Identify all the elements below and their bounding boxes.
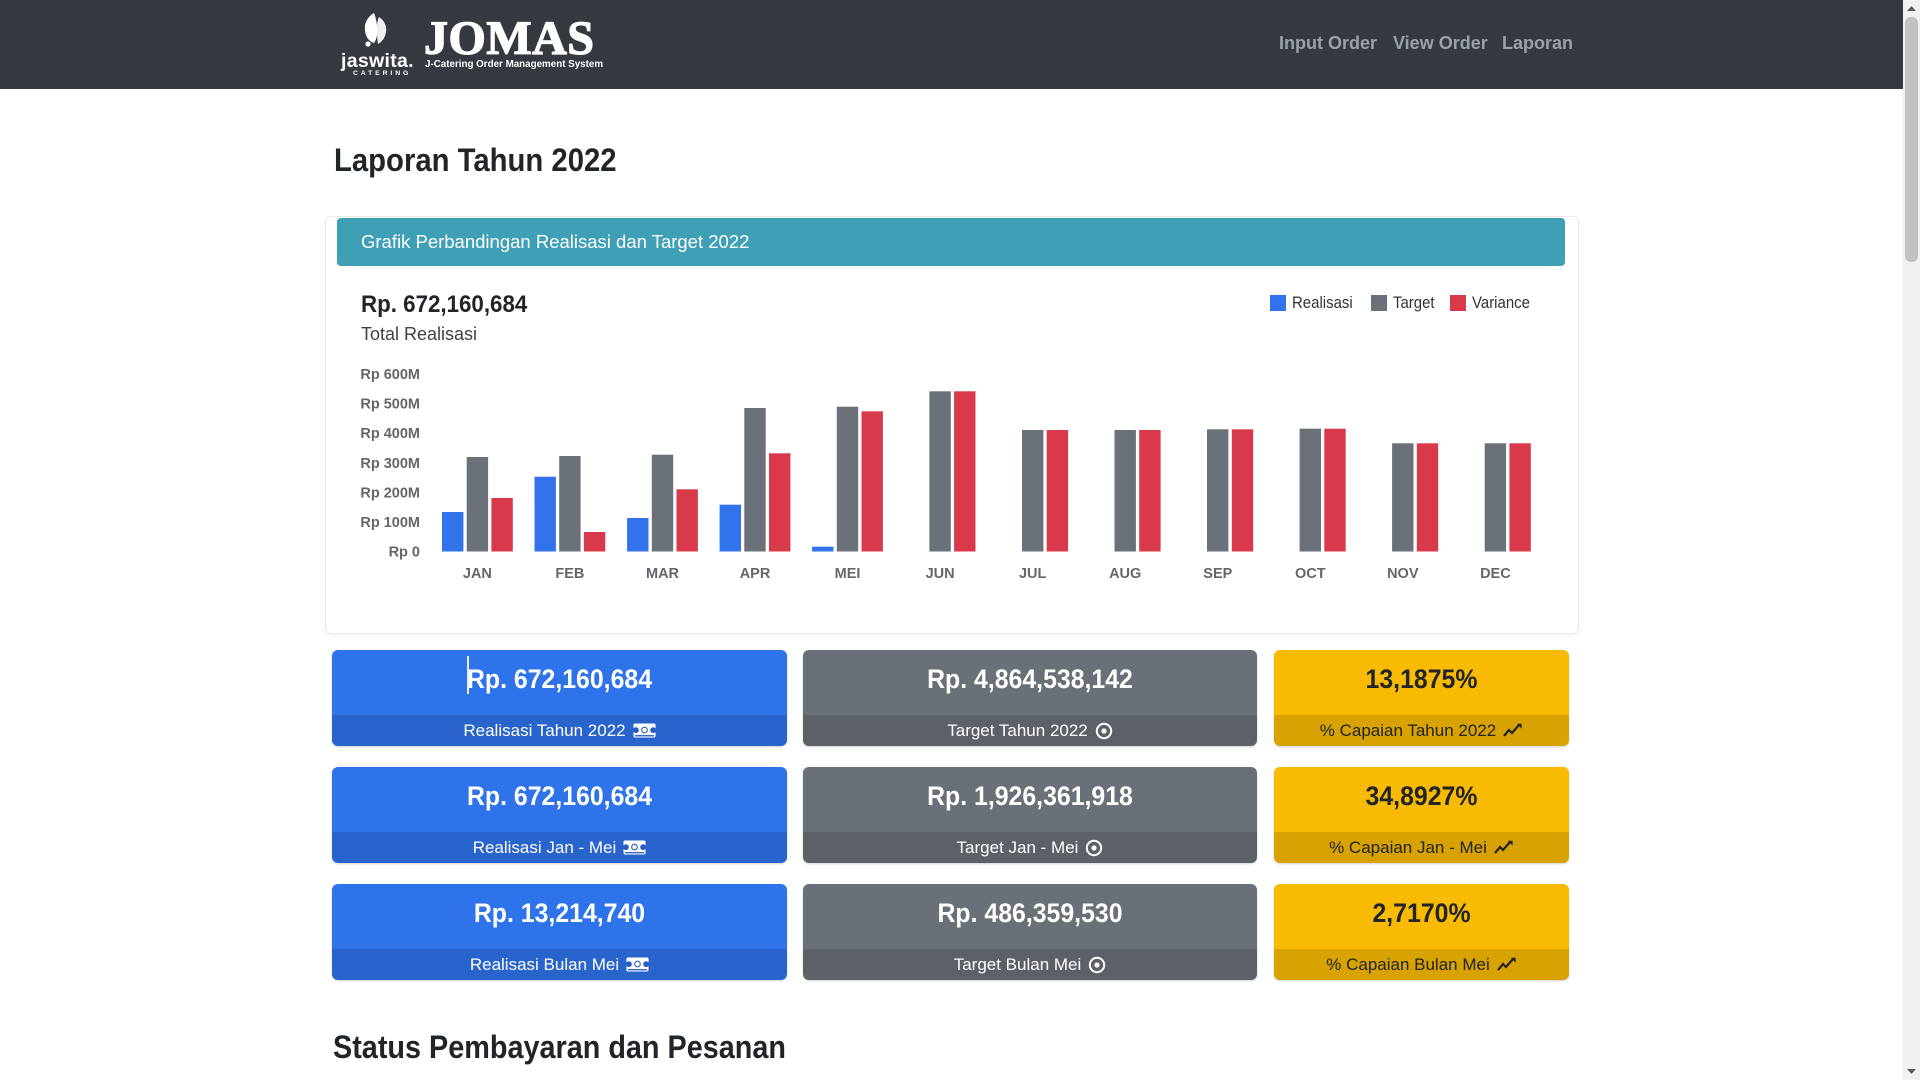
svg-text:JUN: JUN: [926, 566, 955, 582]
svg-text:AUG: AUG: [1109, 566, 1141, 582]
svg-text:MAR: MAR: [646, 566, 680, 582]
svg-text:SEP: SEP: [1203, 566, 1232, 582]
svg-text:Rp 500M: Rp 500M: [360, 397, 420, 413]
svg-text:JAN: JAN: [463, 566, 492, 582]
svg-text:Rp 0: Rp 0: [389, 545, 420, 561]
svg-text:NOV: NOV: [1387, 566, 1419, 582]
svg-text:Rp 200M: Rp 200M: [360, 485, 420, 501]
svg-text:Rp 400M: Rp 400M: [360, 426, 420, 442]
svg-text:Rp 300M: Rp 300M: [360, 456, 420, 472]
svg-text:MEI: MEI: [835, 566, 861, 582]
svg-text:Rp 600M: Rp 600M: [360, 367, 420, 383]
svg-text:OCT: OCT: [1295, 566, 1326, 582]
svg-text:FEB: FEB: [555, 566, 584, 582]
svg-text:APR: APR: [740, 566, 771, 582]
svg-text:DEC: DEC: [1480, 566, 1511, 582]
svg-text:JUL: JUL: [1019, 566, 1047, 582]
svg-text:Rp 100M: Rp 100M: [360, 515, 420, 531]
